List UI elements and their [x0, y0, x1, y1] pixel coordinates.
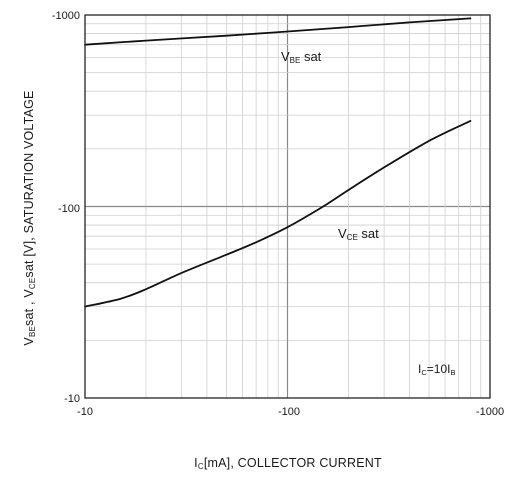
y-axis-title: VBEsat , VCEsat [V], SATURATION VOLTAGE	[22, 90, 37, 345]
plot-frame	[84, 14, 491, 399]
series-line-vce-sat	[84, 120, 472, 308]
series-layer	[84, 17, 472, 308]
y-tick-label: -10	[64, 393, 80, 405]
grid	[85, 15, 490, 398]
x-tick-label: -100	[278, 406, 300, 418]
series-line-vbe-sat	[84, 17, 472, 46]
x-axis-title: IC[mA], COLLECTOR CURRENT	[194, 456, 382, 471]
y-tick-label: -1000	[52, 10, 80, 22]
series-label-vbe-sat: VBE sat	[281, 49, 322, 65]
x-tick-label: -1000	[476, 406, 504, 418]
condition-annotation: IC=10IB	[418, 362, 455, 377]
series-label-vce-sat: VCE sat	[338, 226, 379, 242]
y-tick-label: -100	[58, 203, 80, 215]
x-tick-label: -10	[77, 406, 93, 418]
